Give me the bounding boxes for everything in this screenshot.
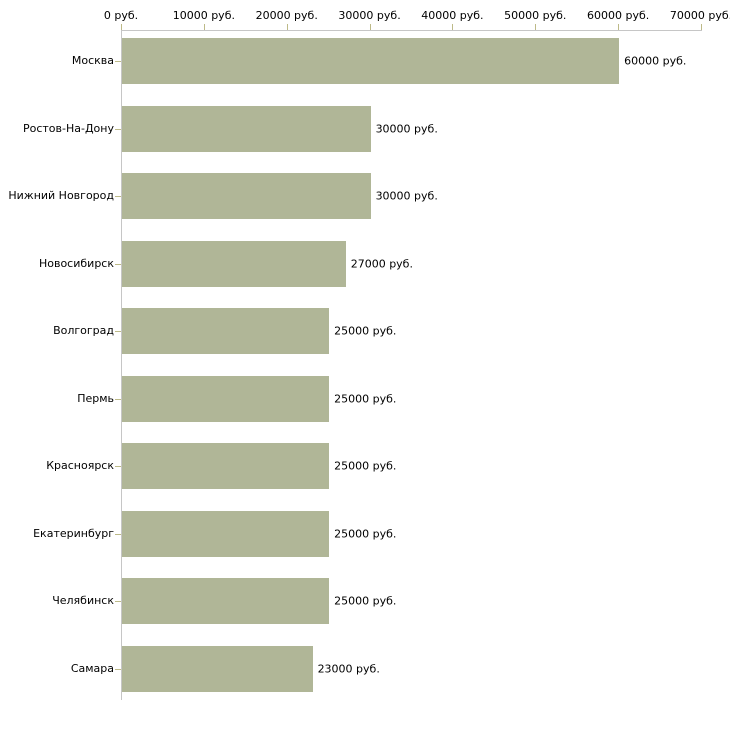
x-tick-label: 0 руб. <box>103 9 139 22</box>
x-tick-mark <box>452 24 454 30</box>
x-tick-mark <box>618 24 620 30</box>
value-label: 23000 руб. <box>317 662 380 676</box>
category-tick-mark <box>115 601 121 603</box>
x-tick-mark <box>121 24 122 30</box>
category-tick-mark <box>115 128 121 130</box>
bar <box>122 308 330 355</box>
category-tick-mark <box>115 466 121 468</box>
x-tick-label: 10000 руб. <box>172 9 235 22</box>
bar <box>122 645 313 692</box>
value-label: 60000 руб. <box>624 54 687 68</box>
value-label: 27000 руб. <box>350 257 413 271</box>
category-label: Новосибирск <box>38 256 114 270</box>
category-label: Волгоград <box>53 324 114 338</box>
value-label: 30000 руб. <box>375 189 438 203</box>
x-tick-mark <box>535 24 537 30</box>
x-tick-mark <box>701 24 702 30</box>
value-label: 25000 руб. <box>334 594 397 608</box>
bar <box>122 38 620 84</box>
bar <box>122 578 330 625</box>
x-tick-label: 40000 руб. <box>421 9 484 22</box>
value-label: 25000 руб. <box>334 324 397 338</box>
x-tick-label: 30000 руб. <box>338 9 401 22</box>
category-tick-mark <box>115 196 121 198</box>
x-tick-label: 50000 руб. <box>504 9 567 22</box>
x-tick-label: 20000 руб. <box>255 9 318 22</box>
category-label: Екатеринбург <box>33 526 114 540</box>
category-tick-mark <box>115 668 121 670</box>
category-label: Красноярск <box>46 459 114 473</box>
bar <box>122 105 371 152</box>
value-label: 25000 руб. <box>334 392 397 406</box>
bar <box>122 375 330 422</box>
category-label: Пермь <box>77 391 114 405</box>
category-label: Челябинск <box>52 594 114 608</box>
category-tick-mark <box>115 398 121 400</box>
y-axis-line <box>121 30 122 700</box>
bar <box>122 240 346 287</box>
category-label: Нижний Новгород <box>8 189 114 203</box>
x-tick-label: 60000 руб. <box>587 9 650 22</box>
bar <box>122 510 330 557</box>
x-tick-mark <box>203 24 205 30</box>
x-tick-mark <box>286 24 288 30</box>
category-label: Самара <box>70 661 114 675</box>
x-axis-line <box>121 30 702 31</box>
x-tick-label: 70000 руб. <box>669 9 730 22</box>
bar <box>122 443 330 490</box>
bar <box>122 173 371 220</box>
value-label: 25000 руб. <box>334 459 397 473</box>
category-tick-mark <box>115 263 121 265</box>
value-label: 30000 руб. <box>375 122 438 136</box>
category-tick-mark <box>115 331 121 333</box>
category-tick-mark <box>115 533 121 535</box>
value-label: 25000 руб. <box>334 527 397 541</box>
category-tick-mark <box>115 61 121 62</box>
category-label: Москва <box>71 54 114 67</box>
category-label: Ростов-На-Дону <box>22 121 114 135</box>
x-tick-mark <box>369 24 371 30</box>
